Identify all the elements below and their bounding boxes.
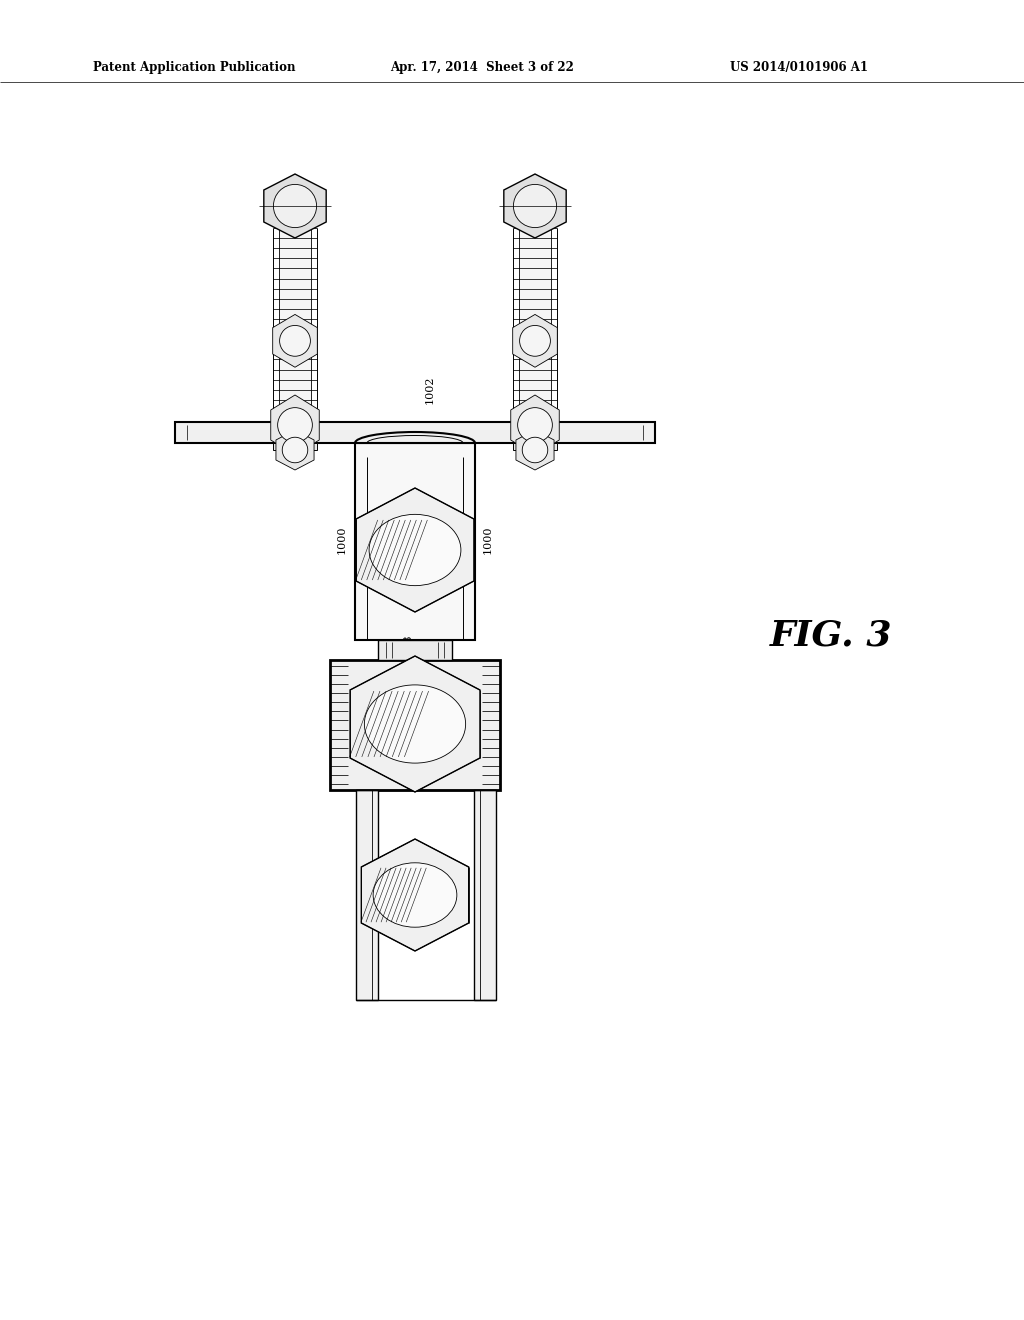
Text: 1012: 1012 (446, 879, 456, 907)
Text: 1018: 1018 (383, 708, 393, 737)
Circle shape (273, 185, 316, 227)
Bar (330, 660, 500, 789)
Circle shape (278, 408, 312, 442)
Bar (356, 789, 378, 1001)
Circle shape (513, 185, 557, 227)
Polygon shape (272, 314, 317, 367)
Text: 1000: 1000 (337, 525, 347, 554)
Circle shape (518, 408, 552, 442)
Text: 1004: 1004 (293, 281, 303, 309)
Bar (175, 422, 655, 444)
Circle shape (283, 437, 308, 463)
Circle shape (519, 326, 551, 356)
Circle shape (280, 326, 310, 356)
Text: 1004: 1004 (534, 281, 543, 309)
Polygon shape (361, 840, 469, 950)
Text: 1018: 1018 (403, 634, 413, 663)
Bar (513, 414, 557, 422)
Text: US 2014/0101906 A1: US 2014/0101906 A1 (730, 62, 868, 74)
Polygon shape (513, 314, 557, 367)
Text: Apr. 17, 2014  Sheet 3 of 22: Apr. 17, 2014 Sheet 3 of 22 (390, 62, 573, 74)
Bar (273, 444, 317, 450)
Text: FIG. 3: FIG. 3 (770, 618, 893, 652)
Ellipse shape (365, 685, 466, 763)
Bar (513, 444, 557, 450)
Polygon shape (504, 174, 566, 238)
Text: 1010: 1010 (457, 533, 467, 562)
Bar (355, 444, 475, 640)
Polygon shape (350, 656, 480, 792)
Bar (519, 228, 551, 411)
Bar (474, 789, 496, 1001)
Text: 1002: 1002 (425, 376, 435, 404)
Polygon shape (264, 174, 327, 238)
Text: Patent Application Publication: Patent Application Publication (93, 62, 296, 74)
Text: 1000: 1000 (483, 525, 493, 554)
Bar (378, 640, 452, 660)
Bar (279, 228, 311, 411)
Polygon shape (356, 488, 474, 612)
Polygon shape (270, 395, 319, 455)
Ellipse shape (373, 863, 457, 927)
Polygon shape (275, 430, 314, 470)
Ellipse shape (369, 515, 461, 586)
Circle shape (522, 437, 548, 463)
Polygon shape (511, 395, 559, 455)
Bar (273, 414, 317, 422)
Polygon shape (516, 430, 554, 470)
